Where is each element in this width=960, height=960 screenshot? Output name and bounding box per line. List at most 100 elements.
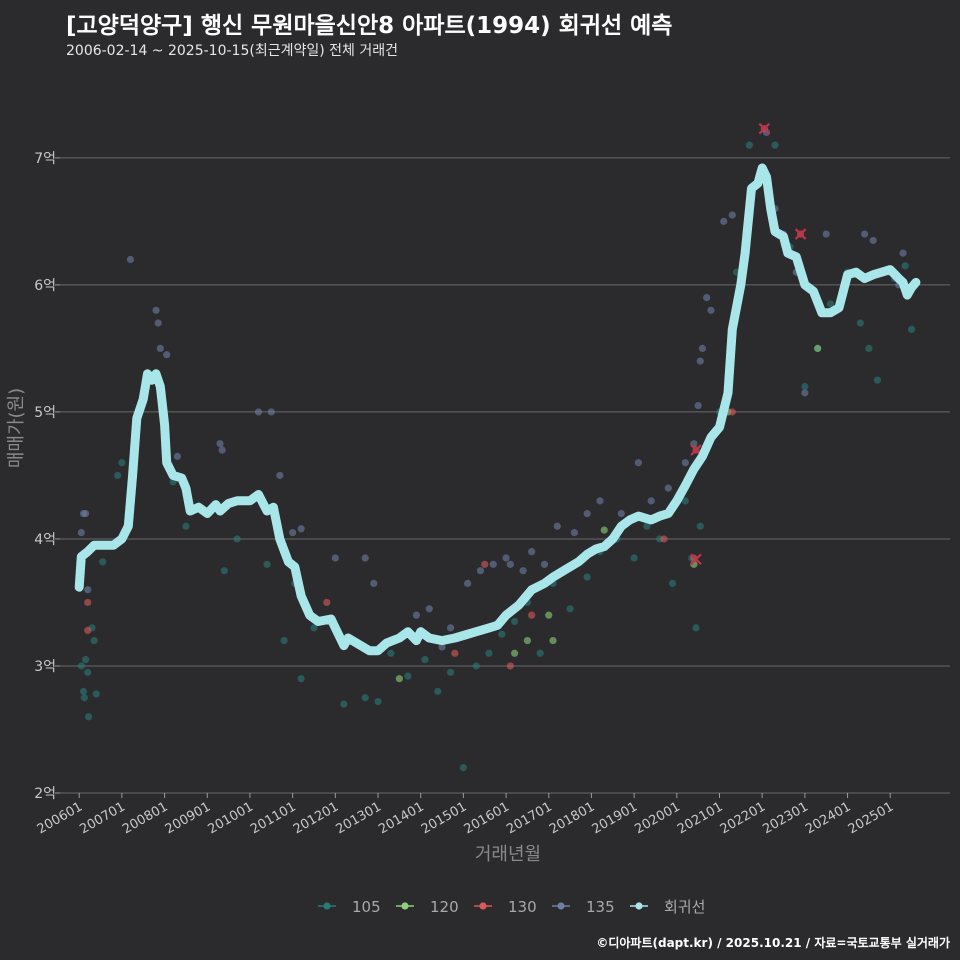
data-point-105 xyxy=(472,662,480,670)
data-point-135 xyxy=(361,554,369,562)
x-tick-label: 201201 xyxy=(291,799,341,837)
data-point-105 xyxy=(692,624,700,632)
x-marker-130 xyxy=(794,228,807,240)
data-point-105 xyxy=(233,535,241,543)
x-tick-label: 201601 xyxy=(462,799,512,837)
data-point-105 xyxy=(220,567,228,575)
data-point-105 xyxy=(114,471,122,480)
x-tick-label: 202201 xyxy=(718,799,768,837)
data-point-135 xyxy=(553,522,561,530)
data-point-135 xyxy=(152,306,160,314)
y-tick-label: 3억 xyxy=(34,659,56,675)
data-point-105 xyxy=(459,763,467,772)
x-tick-label: 202401 xyxy=(803,799,853,837)
scatter-points xyxy=(77,125,916,772)
x-tick-label: 200701 xyxy=(77,799,127,837)
data-point-135 xyxy=(634,459,642,467)
data-point-105 xyxy=(297,675,305,683)
data-point-105 xyxy=(387,649,395,657)
x-tick-label: 200801 xyxy=(120,799,170,837)
legend-swatch xyxy=(323,902,331,910)
x-markers xyxy=(690,122,807,566)
data-point-135 xyxy=(425,605,433,613)
data-point-135 xyxy=(528,548,536,556)
data-point-105 xyxy=(630,554,638,562)
legend-item-135: 135 xyxy=(552,898,615,916)
data-point-105 xyxy=(280,636,288,645)
data-point-105 xyxy=(583,573,591,581)
data-point-135 xyxy=(861,230,869,238)
x-axis-title: 거래년월 xyxy=(475,844,541,865)
x-tick-label: 201801 xyxy=(547,799,597,837)
data-point-120 xyxy=(511,649,519,657)
data-point-105 xyxy=(771,141,779,149)
data-point-105 xyxy=(865,344,873,353)
data-point-135 xyxy=(370,579,378,588)
data-point-135 xyxy=(694,401,702,410)
data-point-105 xyxy=(801,382,809,391)
data-point-105 xyxy=(421,656,429,664)
y-tick-label: 4억 xyxy=(34,532,56,548)
data-point-135 xyxy=(570,528,578,537)
data-point-135 xyxy=(218,446,226,454)
legend-item-105: 105 xyxy=(318,898,381,916)
data-point-105 xyxy=(434,687,442,695)
data-point-135 xyxy=(77,528,85,537)
x-tick-label: 202501 xyxy=(846,799,896,837)
legend-swatch xyxy=(635,902,643,910)
regression-line xyxy=(74,163,921,656)
legend-swatch xyxy=(557,902,565,910)
data-point-135 xyxy=(801,389,809,397)
legend-label: 120 xyxy=(430,898,459,916)
data-point-105 xyxy=(498,630,506,638)
data-point-105 xyxy=(901,262,909,270)
data-point-135 xyxy=(762,128,771,137)
data-point-135 xyxy=(822,230,830,238)
data-point-135 xyxy=(438,643,446,651)
data-point-105 xyxy=(696,522,704,530)
data-point-135 xyxy=(899,249,907,257)
data-point-105 xyxy=(77,662,85,670)
data-point-135 xyxy=(276,471,284,480)
data-point-105 xyxy=(92,690,100,698)
data-point-120 xyxy=(395,675,403,683)
data-point-135 xyxy=(163,351,171,359)
data-point-135 xyxy=(869,236,877,245)
data-point-135 xyxy=(254,408,263,416)
x-tick-label: 202001 xyxy=(632,799,682,837)
data-point-135 xyxy=(331,554,339,562)
data-point-135 xyxy=(681,459,689,467)
data-point-135 xyxy=(696,357,704,365)
data-point-105 xyxy=(80,694,88,702)
data-point-120 xyxy=(814,344,822,353)
x-tick-label: 201901 xyxy=(590,799,640,837)
x-marker-stroke xyxy=(690,444,702,456)
data-point-105 xyxy=(79,687,88,695)
x-tick-label: 201001 xyxy=(205,799,255,837)
data-point-120 xyxy=(600,526,608,534)
data-point-130 xyxy=(481,560,489,568)
data-point-135 xyxy=(297,525,305,533)
x-tick-label: 201301 xyxy=(334,799,384,837)
legend-swatch xyxy=(479,902,487,910)
data-point-105 xyxy=(873,376,882,384)
data-point-130 xyxy=(528,611,536,619)
data-point-105 xyxy=(485,649,493,657)
x-marker-stroke xyxy=(690,553,702,566)
data-point-105 xyxy=(681,497,689,505)
data-point-135 xyxy=(707,306,715,314)
data-point-120 xyxy=(549,636,557,645)
data-point-105 xyxy=(340,700,348,708)
data-point-105 xyxy=(511,617,519,626)
data-point-135 xyxy=(126,255,135,264)
data-point-135 xyxy=(476,567,485,575)
x-tick-label: 201701 xyxy=(504,799,554,837)
data-point-105 xyxy=(99,558,107,566)
data-point-135 xyxy=(216,440,224,448)
data-point-130 xyxy=(728,408,736,416)
data-point-105 xyxy=(263,560,271,568)
legend-swatch xyxy=(401,902,409,910)
data-point-135 xyxy=(647,497,655,505)
legend-label: 130 xyxy=(508,898,537,916)
